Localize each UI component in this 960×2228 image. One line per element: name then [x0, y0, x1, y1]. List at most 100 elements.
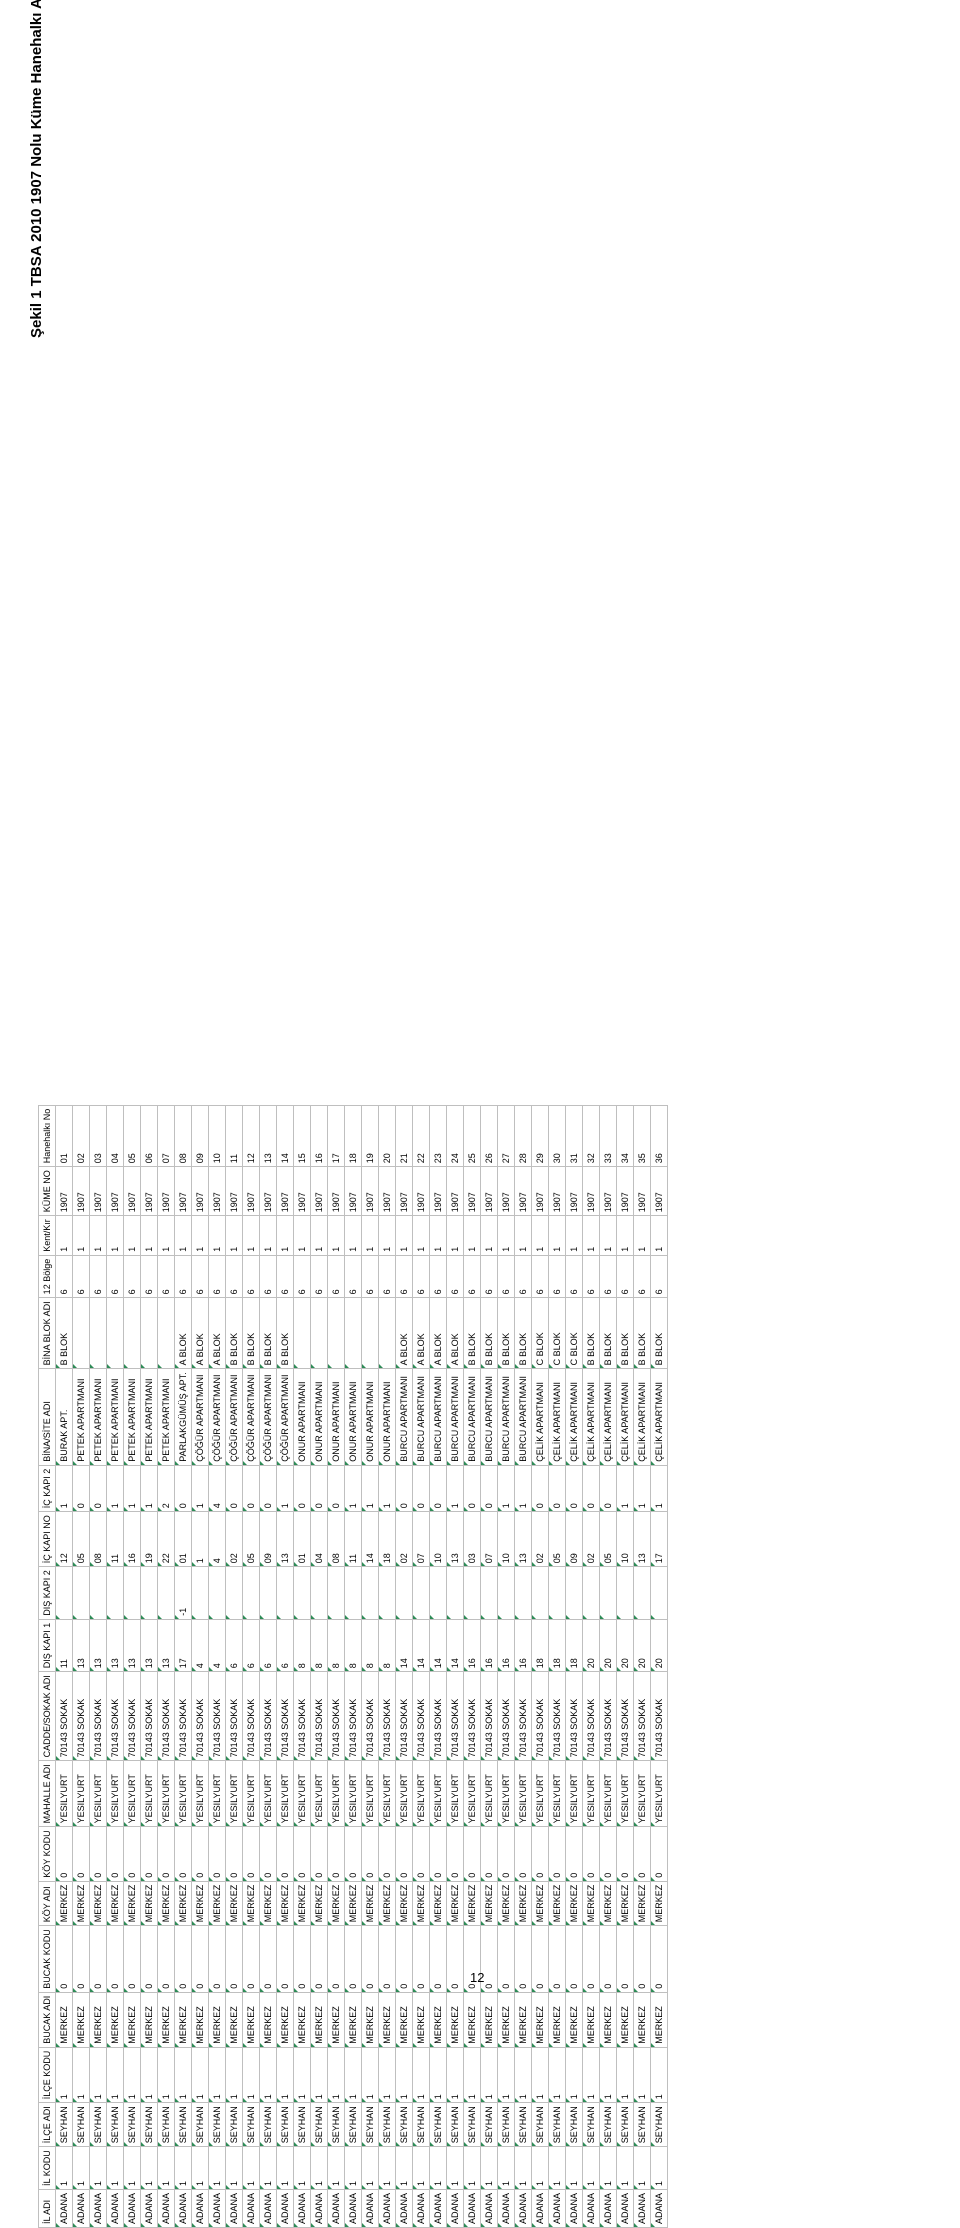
table-cell: [107, 1567, 124, 1620]
table-cell: 0: [600, 1926, 617, 1993]
table-cell: SEYHAN: [362, 2103, 379, 2147]
table-cell: 1: [90, 1216, 107, 1256]
table-cell: 1: [175, 2047, 192, 2103]
table-cell: 0: [379, 1926, 396, 1993]
table-cell: ÇELİK APARTMANI: [617, 1369, 634, 1465]
table-cell: [124, 1567, 141, 1620]
table-cell: MERKEZ: [73, 1992, 90, 2047]
table-cell: ONUR APARTMANI: [379, 1369, 396, 1465]
table-cell: [566, 1567, 583, 1620]
table-cell: 1907: [175, 1167, 192, 1216]
table-cell: 14: [277, 1105, 294, 1167]
table-cell: YESILYURT: [379, 1761, 396, 1827]
table-cell: [583, 1567, 600, 1620]
table-cell: 6: [413, 1255, 430, 1298]
table-cell: 6: [277, 1255, 294, 1298]
table-cell: SEYHAN: [430, 2103, 447, 2147]
table-row: ADANA1SEYHAN1MERKEZ0MERKEZ0YESILYURT7014…: [379, 1105, 396, 2227]
table-cell: 1: [481, 1216, 498, 1256]
table-cell: 1: [413, 1216, 430, 1256]
table-cell: 10: [617, 1512, 634, 1567]
table-cell: 0: [226, 1827, 243, 1881]
table-cell: MERKEZ: [311, 1992, 328, 2047]
table-cell: 70143 SOKAK: [294, 1672, 311, 1761]
table-cell: 1: [362, 1216, 379, 1256]
table-cell: PETEK APARTMANI: [107, 1369, 124, 1465]
table-cell: 0: [430, 1827, 447, 1881]
table-cell: 07: [481, 1512, 498, 1567]
table-cell: MERKEZ: [583, 1881, 600, 1926]
table-cell: ÇELİK APARTMANI: [634, 1369, 651, 1465]
table-cell: 6: [447, 1255, 464, 1298]
table-cell: 0: [107, 1827, 124, 1881]
table-cell: 19: [141, 1512, 158, 1567]
table-cell: MERKEZ: [226, 1992, 243, 2047]
table-cell: MERKEZ: [209, 1881, 226, 1926]
table-cell: YESILYURT: [260, 1761, 277, 1827]
table-cell: 0: [515, 1827, 532, 1881]
table-cell: B BLOK: [56, 1298, 73, 1369]
table-cell: 18: [532, 1619, 549, 1672]
table-cell: 05: [73, 1512, 90, 1567]
table-cell: 1: [260, 2047, 277, 2103]
table-cell: 14: [413, 1619, 430, 1672]
table-cell: PETEK APARTMANI: [124, 1369, 141, 1465]
table-cell: 0: [294, 1827, 311, 1881]
table-cell: YESILYURT: [226, 1761, 243, 1827]
table-cell: SEYHAN: [192, 2103, 209, 2147]
table-cell: 12: [243, 1105, 260, 1167]
table-cell: 0: [141, 1926, 158, 1993]
table-cell: 0: [566, 1926, 583, 1993]
table-row: ADANA1SEYHAN1MERKEZ0MERKEZ0YESILYURT7014…: [209, 1105, 226, 2227]
table-cell: 0: [515, 1926, 532, 1993]
table-row: ADANA1SEYHAN1MERKEZ0MERKEZ0YESILYURT7014…: [396, 1105, 413, 2227]
table-cell: 1: [107, 2047, 124, 2103]
table-cell: ADANA: [209, 2189, 226, 2227]
table-cell: 0: [260, 1827, 277, 1881]
table-cell: ÇELİK APARTMANI: [583, 1369, 600, 1465]
table-cell: 1: [583, 2047, 600, 2103]
column-header: İÇ KAPI NO: [39, 1512, 56, 1567]
table-cell: 6: [90, 1255, 107, 1298]
table-cell: 0: [209, 1827, 226, 1881]
table-cell: 70143 SOKAK: [498, 1672, 515, 1761]
table-cell: 0: [175, 1926, 192, 1993]
table-cell: 0: [277, 1926, 294, 1993]
table-cell: ADANA: [362, 2189, 379, 2227]
table-cell: 07: [413, 1512, 430, 1567]
table-cell: SEYHAN: [379, 2103, 396, 2147]
table-cell: 6: [430, 1255, 447, 1298]
table-cell: 1: [158, 2047, 175, 2103]
table-cell: B BLOK: [260, 1298, 277, 1369]
table-cell: 1: [532, 2147, 549, 2190]
table-cell: 1: [124, 1216, 141, 1256]
table-cell: B BLOK: [481, 1298, 498, 1369]
table-cell: B BLOK: [651, 1298, 668, 1369]
table-cell: 0: [617, 1926, 634, 1993]
table-cell: SEYHAN: [600, 2103, 617, 2147]
table-cell: 70143 SOKAK: [464, 1672, 481, 1761]
table-cell: 70143 SOKAK: [141, 1672, 158, 1761]
table-cell: ADANA: [158, 2189, 175, 2227]
table-cell: 70143 SOKAK: [634, 1672, 651, 1761]
table-cell: 0: [651, 1827, 668, 1881]
table-cell: MERKEZ: [464, 1881, 481, 1926]
table-cell: 1: [90, 2147, 107, 2190]
table-cell: 13: [277, 1512, 294, 1567]
table-cell: 1: [345, 2147, 362, 2190]
table-cell: 1: [464, 2147, 481, 2190]
table-cell: [260, 1567, 277, 1620]
table-cell: 21: [396, 1105, 413, 1167]
table-row: ADANA1SEYHAN1MERKEZ0MERKEZ0YESILYURT7014…: [498, 1105, 515, 2227]
table-cell: YESILYURT: [124, 1761, 141, 1827]
table-cell: ONUR APARTMANI: [362, 1369, 379, 1465]
table-cell: 0: [583, 1827, 600, 1881]
table-cell: 05: [549, 1512, 566, 1567]
table-cell: ADANA: [107, 2189, 124, 2227]
table-cell: 0: [90, 1926, 107, 1993]
table-cell: [379, 1567, 396, 1620]
table-cell: [362, 1567, 379, 1620]
table-cell: MERKEZ: [294, 1881, 311, 1926]
table-cell: 1: [73, 1216, 90, 1256]
table-cell: YESILYURT: [90, 1761, 107, 1827]
